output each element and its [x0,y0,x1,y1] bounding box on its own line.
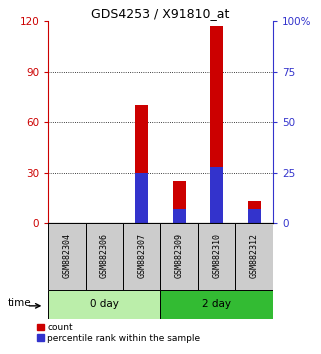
Text: GSM882310: GSM882310 [212,233,221,278]
Text: GSM882306: GSM882306 [100,233,109,278]
Bar [86,223,123,290]
Text: GSM882307: GSM882307 [137,233,146,278]
Bar [123,223,160,290]
Bar [48,223,86,290]
Bar [235,223,273,290]
Bar [173,209,186,223]
Bar [135,105,148,223]
Legend: count, percentile rank within the sample: count, percentile rank within the sample [37,323,201,343]
Text: GSM882312: GSM882312 [250,233,259,278]
Text: time: time [7,298,31,308]
Text: 2 day: 2 day [202,299,231,309]
Title: GDS4253 / X91810_at: GDS4253 / X91810_at [91,7,230,20]
Bar [48,290,160,319]
Text: 0 day: 0 day [90,299,119,309]
Bar [210,26,223,223]
Text: GSM882309: GSM882309 [175,233,184,278]
Bar [160,290,273,319]
Text: GSM882304: GSM882304 [62,233,71,278]
Bar [210,166,223,223]
Bar [135,173,148,223]
Bar [198,223,235,290]
Bar [173,181,186,223]
Bar [160,223,198,290]
Bar [247,201,261,223]
Bar [247,209,261,223]
